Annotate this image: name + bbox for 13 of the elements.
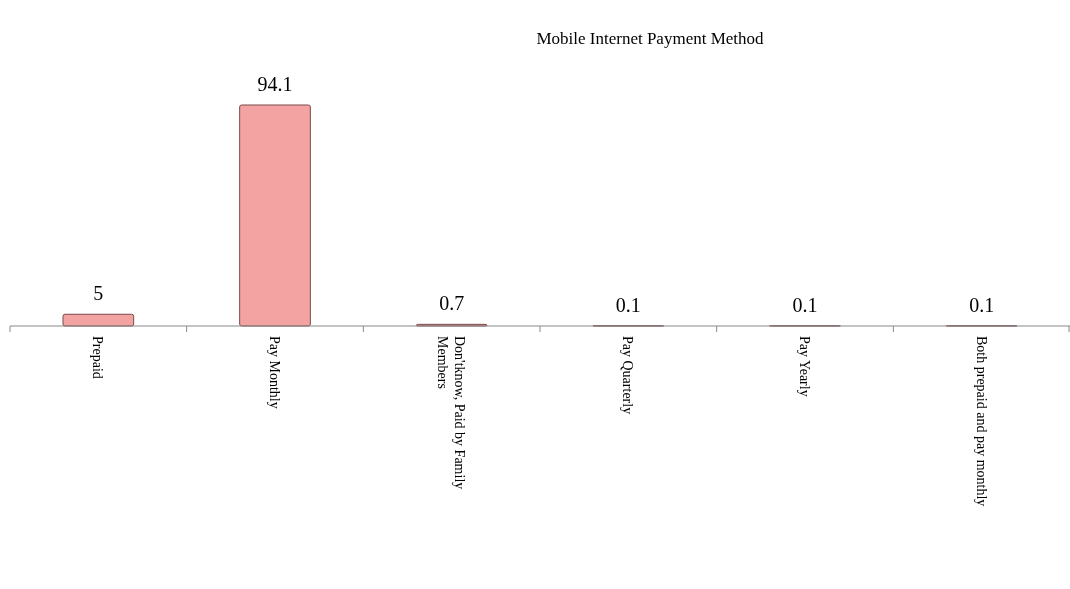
data-label: 0.7 xyxy=(439,292,465,315)
data-label: 0.1 xyxy=(615,293,641,316)
x-tick-label: Pay Yearly xyxy=(797,336,812,397)
x-tick-label: Both prepaid and pay monthly xyxy=(973,336,989,507)
data-label: 94.1 xyxy=(257,73,293,95)
data-label: 0.1 xyxy=(969,293,995,316)
x-tick-label: Pay Quarterly xyxy=(620,336,636,415)
data-label: 0.1 xyxy=(792,293,818,316)
x-tick-label: Pay Monthly xyxy=(267,336,282,409)
x-tick-label: Don'tknow, Paid by Family Members xyxy=(435,336,468,490)
chart-title: Mobile Internet Payment Method xyxy=(536,29,765,48)
x-tick-label: Prepaid xyxy=(90,336,106,379)
data-label: 5 xyxy=(93,282,104,305)
